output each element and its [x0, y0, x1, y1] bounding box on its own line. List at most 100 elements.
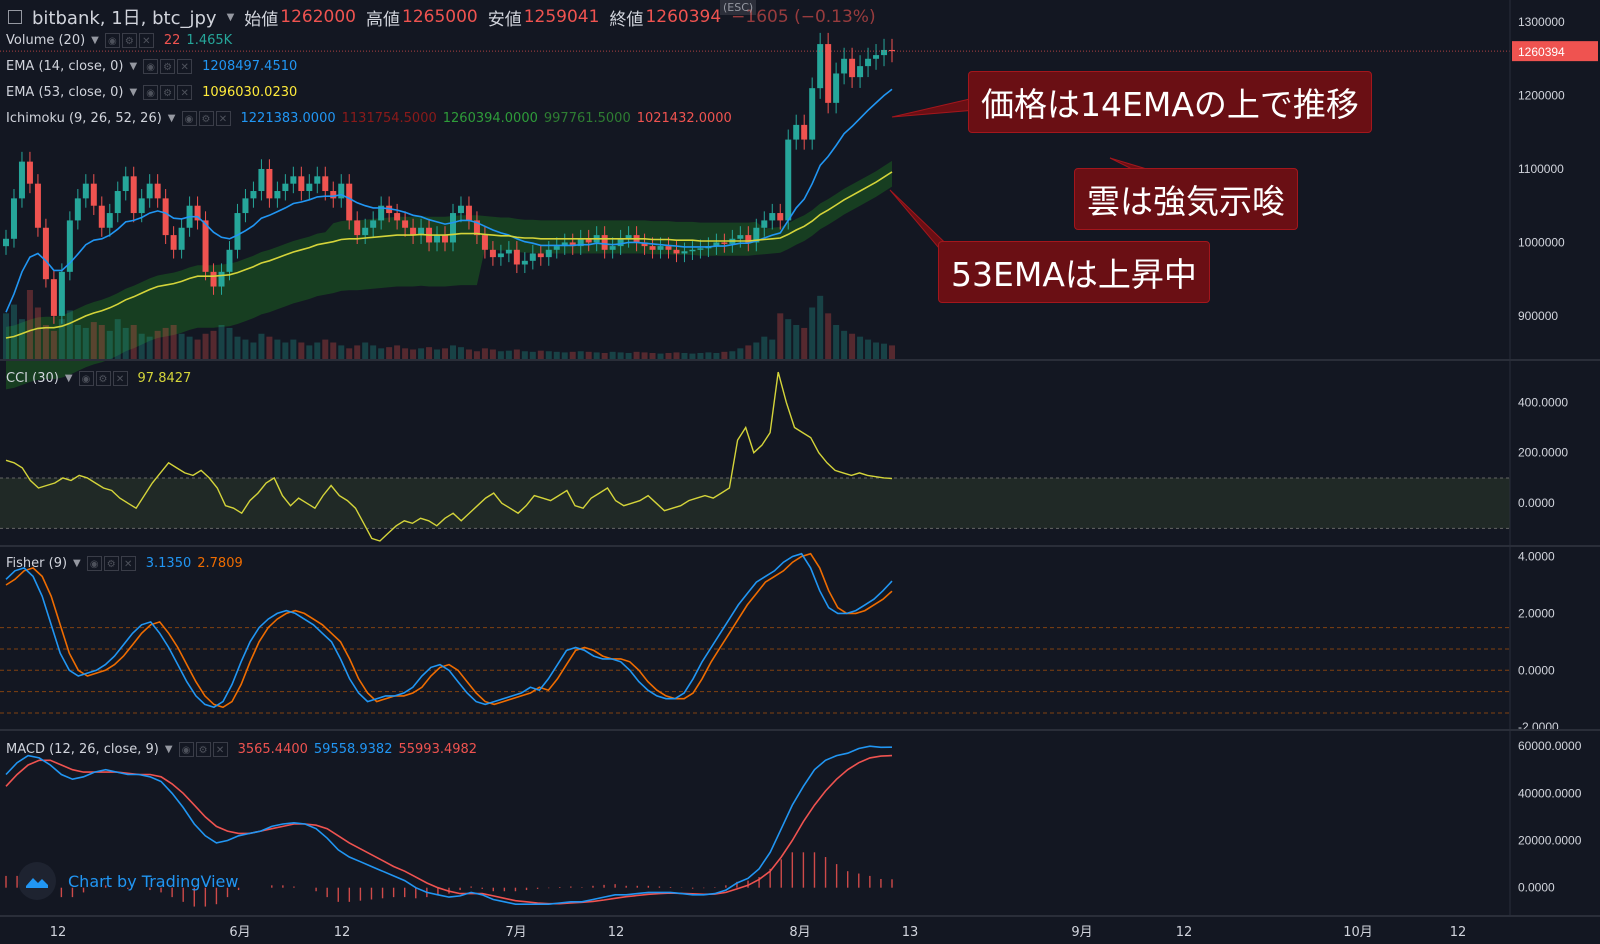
- chevron-down-icon[interactable]: ▼: [129, 61, 138, 72]
- axis-tick-label: 60000.0000: [1518, 739, 1582, 753]
- fisher-label[interactable]: Fisher (9): [6, 556, 68, 571]
- axis-tick-label: 0.0000: [1518, 663, 1555, 677]
- axis-tick-label: 4.0000: [1518, 550, 1555, 564]
- macd-pane: [5, 745, 893, 907]
- ichimoku-label[interactable]: Ichimoku (9, 26, 52, 26): [6, 111, 162, 126]
- close-icon[interactable]: ✕: [177, 85, 193, 100]
- volume-bar: [410, 349, 417, 360]
- candle-body: [202, 220, 209, 272]
- close-icon[interactable]: ✕: [212, 742, 228, 757]
- volume-bar: [242, 339, 249, 360]
- time-axis: 12 6月 12 7月 12 8月 13 9月 12 10月 12: [50, 925, 1467, 940]
- candle-body: [346, 183, 353, 221]
- volume-bar: [234, 336, 241, 360]
- volume-bar: [593, 352, 600, 360]
- volume-bar: [841, 330, 848, 360]
- macd-value: 59558.9382: [313, 742, 393, 757]
- close-value: 1260394: [645, 7, 722, 27]
- candle-body: [106, 213, 113, 228]
- chevron-down-icon[interactable]: ▼: [164, 744, 173, 755]
- close-icon[interactable]: ✕: [112, 371, 128, 386]
- candle-body: [689, 249, 696, 252]
- axis-tick-label: -2.0000: [1518, 720, 1559, 734]
- volume-bar: [114, 319, 121, 360]
- gear-icon[interactable]: ⚙: [198, 111, 214, 126]
- ichimoku-legend: Ichimoku (9, 26, 52, 26) ▼ ◉ ⚙ ✕ 1221383.00…: [6, 111, 732, 126]
- annotation-ema53-rising[interactable]: 53EMAは上昇中: [938, 241, 1210, 303]
- volume-bar: [665, 353, 672, 360]
- candle-body: [402, 220, 409, 228]
- candle-body: [282, 183, 289, 192]
- chevron-down-icon[interactable]: ▼: [167, 113, 176, 124]
- eye-icon[interactable]: ◉: [143, 59, 159, 74]
- gear-icon[interactable]: ⚙: [195, 742, 211, 757]
- volume-bar: [10, 304, 17, 360]
- candle-body: [98, 205, 105, 228]
- volume-bar: [633, 351, 640, 360]
- eye-icon[interactable]: ◉: [143, 85, 159, 100]
- chevron-down-icon[interactable]: ▼: [64, 373, 73, 384]
- eye-icon[interactable]: ◉: [86, 556, 102, 571]
- legend-buttons: ◉ ⚙ ✕: [86, 556, 136, 571]
- low-value: 1259041: [523, 7, 600, 27]
- volume-bar: [849, 333, 856, 360]
- volume-bar: [154, 330, 161, 360]
- gear-icon[interactable]: ⚙: [160, 59, 176, 74]
- chevron-down-icon[interactable]: ▼: [73, 558, 81, 569]
- candle-body: [577, 238, 584, 247]
- eye-icon[interactable]: ◉: [181, 111, 197, 126]
- gear-icon[interactable]: ⚙: [121, 33, 137, 48]
- chevron-down-icon[interactable]: ▼: [226, 11, 235, 23]
- volume-bar: [569, 351, 576, 360]
- volume-bar: [657, 353, 664, 360]
- symbol-title[interactable]: bitbank, 1日, btc_jpy: [32, 8, 217, 29]
- axis-tick-label: 20000.0000: [1518, 834, 1582, 848]
- ichimoku-value-4: 997761.5000: [543, 111, 631, 126]
- esc-hint[interactable]: (ESC): [720, 0, 757, 15]
- volume-bar: [426, 347, 433, 360]
- candle-body: [26, 161, 33, 184]
- chevron-down-icon[interactable]: ▼: [91, 35, 99, 46]
- gear-icon[interactable]: ⚙: [95, 371, 111, 386]
- close-icon[interactable]: ✕: [120, 556, 136, 571]
- eye-icon[interactable]: ◉: [178, 742, 194, 757]
- volume-bar: [162, 327, 169, 360]
- eye-icon[interactable]: ◉: [104, 33, 120, 48]
- candle-body: [817, 44, 824, 89]
- volume-bar: [785, 319, 792, 360]
- gear-icon[interactable]: ⚙: [160, 85, 176, 100]
- candle-body: [465, 205, 472, 221]
- collapse-icon[interactable]: [8, 10, 22, 24]
- candle-body: [761, 220, 768, 228]
- candle-body: [242, 198, 249, 214]
- tradingview-watermark[interactable]: Chart by TradingView: [18, 862, 238, 900]
- fisher-line: [5, 552, 893, 709]
- candle-body: [857, 66, 864, 78]
- eye-icon[interactable]: ◉: [78, 371, 94, 386]
- gear-icon[interactable]: ⚙: [103, 556, 119, 571]
- volume-label[interactable]: Volume (20): [6, 33, 86, 48]
- ema53-label[interactable]: EMA (53, close, 0): [6, 85, 124, 100]
- candle-body: [809, 88, 816, 140]
- close-icon[interactable]: ✕: [138, 33, 154, 48]
- close-icon[interactable]: ✕: [177, 59, 193, 74]
- candle-body: [793, 124, 800, 140]
- candle-body: [322, 176, 329, 192]
- ema14-label[interactable]: EMA (14, close, 0): [6, 59, 124, 74]
- volume-bar: [194, 339, 201, 360]
- annotation-cloud-bullish[interactable]: 雲は強気示唆: [1074, 168, 1298, 230]
- open-value: 1262000: [280, 7, 356, 27]
- candle-body: [481, 235, 488, 250]
- volume-bar: [386, 347, 393, 360]
- annotation-price-above-ema14[interactable]: 価格は14EMAの上で推移: [968, 71, 1372, 133]
- cci-label[interactable]: CCI (30): [6, 371, 59, 386]
- candle-body: [194, 205, 201, 221]
- close-icon[interactable]: ✕: [215, 111, 231, 126]
- candle-body: [585, 238, 592, 243]
- last-price-badge: [1512, 41, 1598, 62]
- macd-label[interactable]: MACD (12, 26, close, 9): [6, 742, 159, 757]
- chevron-down-icon[interactable]: ▼: [129, 87, 138, 98]
- volume-bar: [186, 336, 193, 360]
- candle-body: [146, 183, 153, 199]
